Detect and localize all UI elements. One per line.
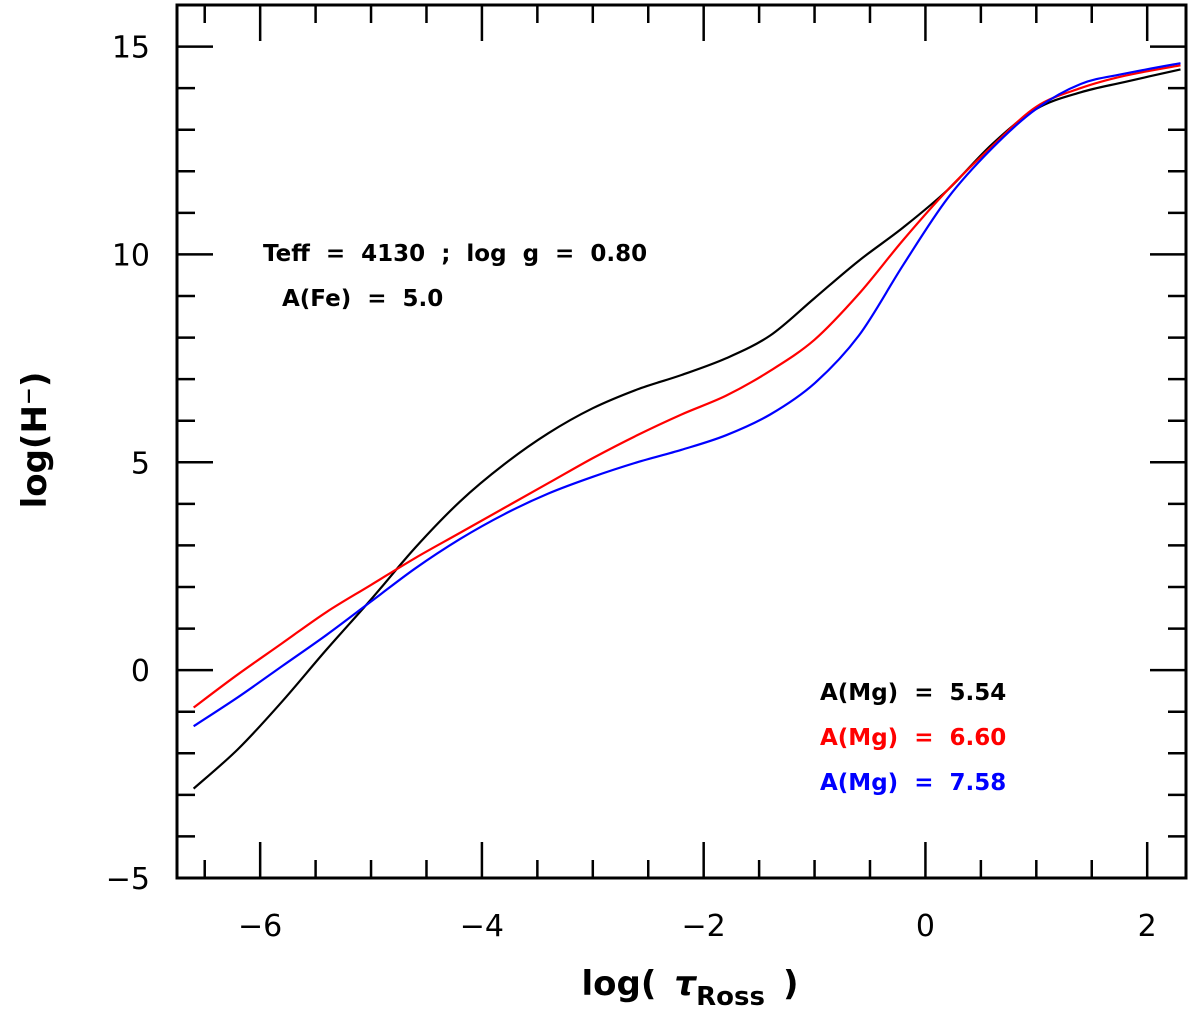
x-axis-label-subscript: Ross [696, 982, 765, 1009]
x-tick-label: 2 [1138, 909, 1157, 944]
x-tick-label: −6 [238, 909, 282, 944]
annotation-teff-logg: Teff = 4130 ; log g = 0.80 [263, 241, 647, 267]
x-tick-label: 0 [916, 909, 935, 944]
legend: A(Mg) = 5.54 A(Mg) = 6.60 A(Mg) = 7.58 [820, 680, 1006, 796]
tick-labels: −6 −4 −2 0 2 −5 0 5 10 15 [106, 31, 1157, 944]
annotation-afe: A(Fe) = 5.0 [282, 286, 443, 312]
y-axis-label: log(H⁻) [15, 372, 55, 509]
major-ticks [177, 5, 1186, 880]
x-axis-label-prefix: log( [582, 964, 657, 1004]
y-tick-label: −5 [106, 862, 150, 897]
x-tick-label: −2 [682, 909, 726, 944]
y-tick-label: 10 [112, 238, 150, 273]
x-tick-label: −4 [460, 909, 504, 944]
y-tick-label: 5 [131, 446, 150, 481]
series-line-mg-7-58 [193, 62, 1181, 728]
y-tick-label: 15 [112, 31, 150, 66]
series-line-mg-6-60 [192, 64, 1181, 709]
legend-entry-mg-7-58: A(Mg) = 7.58 [820, 770, 1006, 796]
y-tick-label: 0 [131, 654, 150, 689]
legend-entry-mg-6-60: A(Mg) = 6.60 [820, 725, 1006, 751]
x-axis-label: log( τRoss) [582, 964, 799, 1009]
x-axis-label-suffix: ) [783, 964, 799, 1004]
series-line-mg-5-54 [192, 68, 1181, 790]
plot-frame [175, 3, 1188, 880]
minor-ticks [177, 3, 1186, 878]
x-axis-label-tau: τ [674, 964, 697, 1004]
series-lines [192, 62, 1181, 790]
legend-entry-mg-5-54: A(Mg) = 5.54 [820, 680, 1006, 706]
